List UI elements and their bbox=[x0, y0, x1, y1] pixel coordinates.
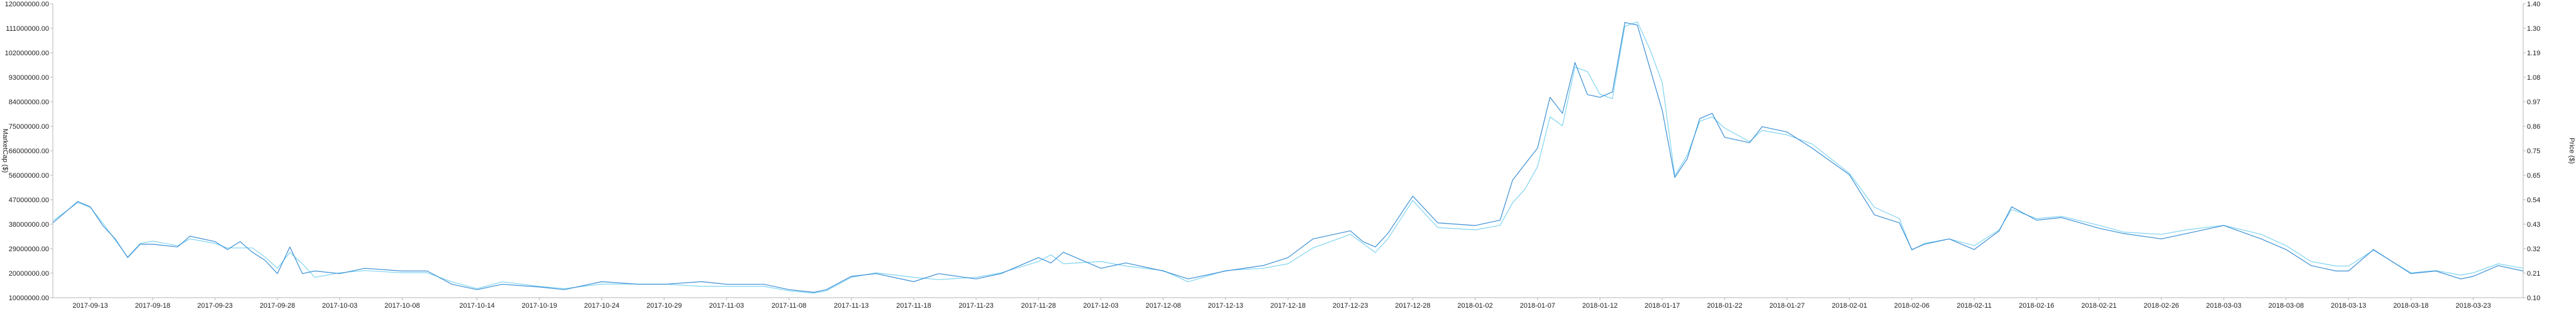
x-tick-label: 2017-12-03 bbox=[1083, 302, 1118, 310]
y-axis-title-left: MarketCap ($) bbox=[1, 129, 9, 173]
x-tick-label: 2018-03-18 bbox=[2393, 302, 2428, 310]
y-tick-label-right: 0.54 bbox=[2527, 197, 2540, 204]
x-tick-label: 2017-11-23 bbox=[958, 302, 993, 310]
series-layer bbox=[52, 21, 2524, 294]
price-series-line bbox=[52, 21, 2524, 294]
y-tick-label-right: 0.97 bbox=[2527, 99, 2540, 106]
x-ticks: 2017-09-13 2017-09-18 2017-09-23 2017-09-28… bbox=[72, 298, 2491, 310]
x-tick-label: 2018-02-06 bbox=[1894, 302, 1929, 310]
x-tick-label: 2018-01-07 bbox=[1520, 302, 1555, 310]
y-tick-label-left: 102000000.00 bbox=[5, 50, 49, 57]
y-tick-label-left: 47000000.00 bbox=[9, 197, 49, 204]
marketcap-series-line bbox=[52, 22, 2524, 293]
x-tick-label: 2018-02-21 bbox=[2081, 302, 2116, 310]
y-tick-label-right: 1.30 bbox=[2527, 25, 2540, 33]
axes bbox=[52, 4, 2524, 298]
y-tick-label-left: 75000000.00 bbox=[9, 123, 49, 131]
x-tick-label: 2018-01-17 bbox=[1645, 302, 1680, 310]
x-tick-label: 2017-10-08 bbox=[384, 302, 419, 310]
x-tick-label: 2017-11-18 bbox=[896, 302, 931, 310]
y-tick-label-left: 120000000.00 bbox=[5, 1, 49, 8]
y-ticks-left: 120000000.00 111000000.00 102000000.00 9300… bbox=[5, 1, 53, 302]
x-tick-label: 2018-03-03 bbox=[2206, 302, 2241, 310]
x-tick-label: 2018-02-16 bbox=[2019, 302, 2054, 310]
y-ticks-right: 1.40 1.30 1.19 1.08 0.97 0.86 0.75 0.65 0.54 0.43… bbox=[2523, 1, 2540, 302]
x-tick-label: 2018-01-12 bbox=[1582, 302, 1618, 310]
x-tick-label: 2017-10-24 bbox=[584, 302, 619, 310]
x-tick-label: 2017-11-13 bbox=[834, 302, 869, 310]
x-tick-label: 2017-10-19 bbox=[522, 302, 557, 310]
x-tick-label: 2017-10-03 bbox=[322, 302, 357, 310]
x-tick-label: 2018-01-02 bbox=[1457, 302, 1492, 310]
x-tick-label: 2017-09-23 bbox=[197, 302, 233, 310]
y-tick-label-right: 1.40 bbox=[2527, 1, 2540, 8]
x-tick-label: 2017-12-13 bbox=[1208, 302, 1243, 310]
x-tick-label: 2018-03-13 bbox=[2331, 302, 2366, 310]
y-tick-label-left: 29000000.00 bbox=[9, 246, 49, 253]
x-tick-label: 2017-12-18 bbox=[1270, 302, 1306, 310]
y-tick-label-left: 10000000.00 bbox=[9, 295, 49, 302]
x-tick-label: 2018-03-23 bbox=[2456, 302, 2491, 310]
y-tick-label-right: 1.08 bbox=[2527, 74, 2540, 82]
y-tick-label-left: 56000000.00 bbox=[9, 172, 49, 180]
y-tick-label-left: 84000000.00 bbox=[9, 99, 49, 106]
x-tick-label: 2017-12-08 bbox=[1145, 302, 1180, 310]
y-tick-label-right: 0.86 bbox=[2527, 123, 2540, 131]
x-tick-label: 2018-02-11 bbox=[1957, 302, 1991, 310]
y-tick-label-right: 0.43 bbox=[2527, 221, 2540, 229]
y-tick-label-right: 0.32 bbox=[2527, 246, 2540, 253]
x-tick-label: 2017-11-03 bbox=[709, 302, 744, 310]
y-tick-label-right: 0.65 bbox=[2527, 172, 2540, 180]
x-tick-label: 2017-12-23 bbox=[1333, 302, 1368, 310]
x-tick-label: 2017-12-28 bbox=[1395, 302, 1430, 310]
x-tick-label: 2017-11-08 bbox=[772, 302, 806, 310]
x-tick-label: 2018-03-08 bbox=[2268, 302, 2304, 310]
x-tick-label: 2017-10-14 bbox=[459, 302, 494, 310]
x-tick-label: 2018-01-27 bbox=[1769, 302, 1804, 310]
x-tick-label: 2017-11-28 bbox=[1021, 302, 1056, 310]
x-tick-label: 2018-02-01 bbox=[1832, 302, 1867, 310]
x-tick-label: 2017-09-13 bbox=[72, 302, 108, 310]
y-axis-title-right: Price ($) bbox=[2568, 138, 2575, 164]
y-tick-label-left: 111000000.00 bbox=[6, 25, 49, 33]
y-tick-label-right: 1.19 bbox=[2527, 50, 2540, 57]
x-tick-label: 2017-09-28 bbox=[260, 302, 295, 310]
y-tick-label-left: 66000000.00 bbox=[9, 148, 49, 155]
x-tick-label: 2018-01-22 bbox=[1707, 302, 1742, 310]
x-tick-label: 2018-02-26 bbox=[2144, 302, 2179, 310]
y-tick-label-right: 0.21 bbox=[2527, 270, 2540, 278]
y-tick-label-left: 20000000.00 bbox=[9, 270, 49, 278]
y-tick-label-right: 0.10 bbox=[2527, 295, 2540, 302]
y-tick-label-left: 38000000.00 bbox=[9, 221, 49, 229]
x-tick-label: 2017-09-18 bbox=[135, 302, 170, 310]
x-tick-label: 2017-10-29 bbox=[647, 302, 682, 310]
y-tick-label-left: 93000000.00 bbox=[9, 74, 49, 82]
y-tick-label-right: 0.75 bbox=[2527, 148, 2540, 155]
